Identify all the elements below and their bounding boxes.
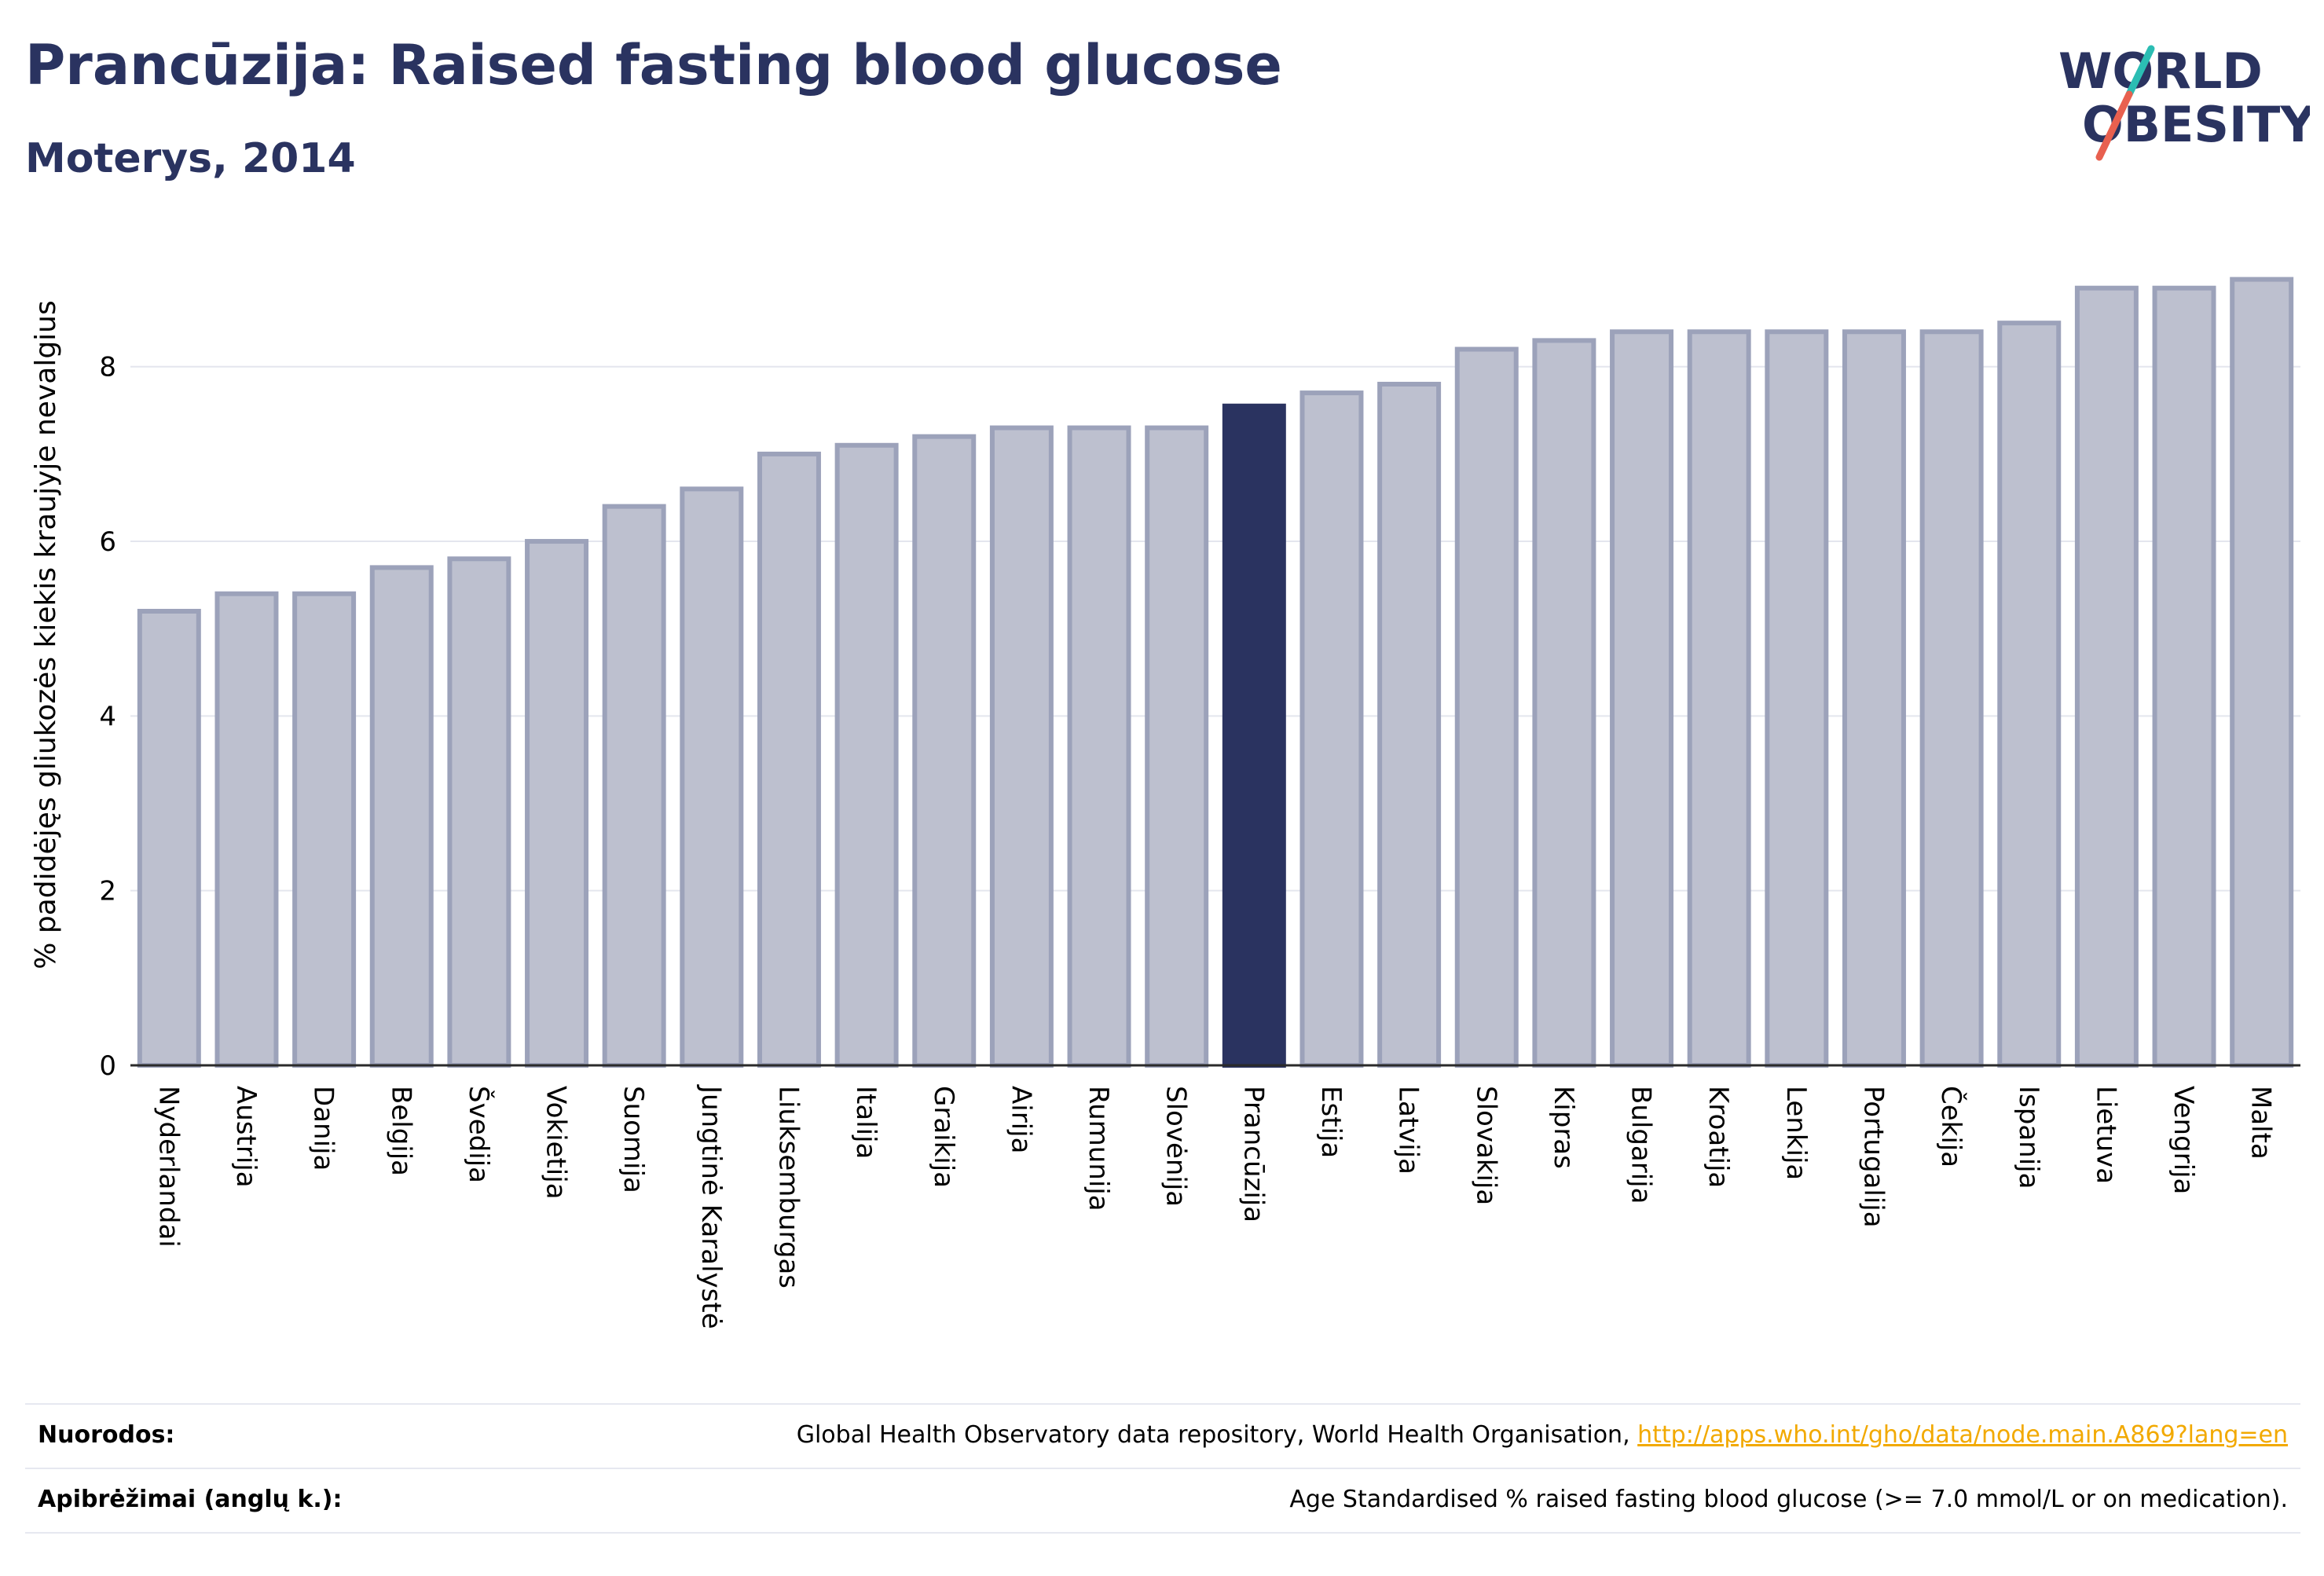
x-tick-label: Latvija	[1393, 1086, 1424, 1175]
x-tick-label: Jungtinė Karalystė	[695, 1084, 727, 1329]
logo-slash-bottom	[2095, 90, 2133, 161]
sources-text: Global Health Observatory data repositor…	[796, 1420, 1638, 1449]
x-tick-label: Estija	[1315, 1086, 1347, 1158]
x-tick-label: Rumunija	[1083, 1086, 1114, 1211]
bar-bulgarija	[1610, 329, 1674, 1068]
x-tick-label: Slovėnija	[1160, 1086, 1192, 1207]
bars	[137, 277, 2294, 1068]
logo-line-world: WORLD	[2058, 42, 2263, 100]
x-axis-ticks: Nyderlandai Austrija Danija Belgija Švedija V…	[152, 1084, 2276, 1329]
bar-vokietija	[525, 539, 589, 1068]
bar-čekija	[1919, 329, 1984, 1068]
definitions-label: Apibrėžimai (anglų k.):	[38, 1485, 343, 1513]
footer-rule-top	[25, 1403, 2300, 1405]
chart-subtitle: Moterys, 2014	[25, 135, 356, 182]
footer-rule-bottom	[25, 1532, 2300, 1534]
x-tick-label: Kroatija	[1703, 1086, 1734, 1188]
bar-portugalija	[1842, 329, 1906, 1068]
bar-kipras	[1532, 338, 1596, 1068]
bar-vengrija	[2152, 285, 2216, 1068]
y-axis-label: % padidėjęs gliukozės kiekis kraujyje ne…	[30, 300, 62, 969]
bar-jungtinė-karalystė	[680, 486, 744, 1068]
bar-danija	[292, 591, 357, 1068]
x-tick-label: Malta	[2245, 1086, 2277, 1160]
bar-slovakija	[1454, 346, 1519, 1068]
bar-lietuva	[2074, 285, 2139, 1068]
bar-švedija	[447, 556, 511, 1068]
y-tick-label: 6	[99, 526, 116, 558]
x-tick-label: Ispanija	[2013, 1086, 2044, 1189]
logo-slash-top	[2125, 45, 2155, 98]
bar-lenkija	[1765, 329, 1829, 1068]
y-tick-label: 4	[99, 701, 116, 732]
x-tick-label: Vokietija	[541, 1086, 572, 1200]
bar-graikija	[912, 434, 977, 1068]
world-obesity-logo: WORLD OBESITY	[2058, 42, 2310, 161]
footer-rule-middle	[25, 1468, 2300, 1469]
bar-chart: 0 2 4 6 8 Nyderlandai Austrija Danija Belgija Šv…	[30, 277, 2300, 1329]
x-tick-label: Italija	[850, 1086, 882, 1159]
definitions-text: Age Standardised % raised fasting blood …	[1289, 1485, 2288, 1513]
sources-value: Global Health Observatory data repositor…	[797, 1421, 2288, 1449]
x-tick-label: Švedija	[463, 1086, 495, 1183]
y-tick-label: 2	[99, 876, 116, 907]
bar-suomija	[602, 504, 666, 1068]
bar-belgija	[369, 565, 434, 1068]
bar-estija	[1299, 390, 1364, 1068]
footer: Nuorodos: Global Health Observatory data…	[25, 1403, 2300, 1534]
bar-malta	[2230, 277, 2294, 1068]
x-tick-label: Kipras	[1548, 1086, 1579, 1169]
footer-sources-row: Nuorodos: Global Health Observatory data…	[25, 1403, 2300, 1466]
bar-austrija	[214, 591, 279, 1068]
bar-rumunija	[1067, 425, 1131, 1068]
x-tick-label: Lenkija	[1780, 1086, 1812, 1180]
x-tick-label: Vengrija	[2168, 1086, 2199, 1194]
x-tick-label: Airija	[1005, 1086, 1036, 1153]
x-tick-label: Slovakija	[1470, 1086, 1501, 1205]
sources-label: Nuorodos:	[38, 1420, 175, 1449]
x-tick-label: Liuksemburgas	[772, 1086, 804, 1288]
bar-liuksemburgas	[757, 451, 821, 1068]
x-tick-label: Suomija	[618, 1086, 649, 1193]
bar-kroatija	[1687, 329, 1751, 1068]
bar-italija	[834, 442, 899, 1068]
bar-nyderlandai	[137, 608, 201, 1068]
x-tick-label: Danija	[308, 1086, 339, 1171]
x-tick-label: Belgija	[385, 1086, 416, 1176]
bar-slovėnija	[1145, 425, 1209, 1068]
chart-title: Prancūzija: Raised fasting blood glucose	[25, 33, 1282, 97]
bar-ispanija	[1997, 321, 2062, 1068]
x-tick-label: Portugalija	[1857, 1086, 1889, 1228]
bar-prancūzija	[1222, 403, 1286, 1068]
x-tick-label: Graikija	[928, 1086, 959, 1188]
x-tick-label: Nyderlandai	[152, 1086, 184, 1248]
x-tick-label: Austrija	[230, 1086, 262, 1188]
bar-airija	[989, 425, 1054, 1068]
y-tick-label: 0	[99, 1050, 116, 1082]
sources-link[interactable]: http://apps.who.int/gho/data/node.main.A…	[1637, 1420, 2288, 1449]
x-tick-label: Prancūzija	[1237, 1086, 1269, 1222]
y-axis-ticks: 0 2 4 6 8	[99, 352, 116, 1082]
bar-latvija	[1377, 381, 1442, 1068]
x-tick-label: Čekija	[1935, 1086, 1967, 1167]
y-tick-label: 8	[99, 352, 116, 383]
footer-definitions-row: Apibrėžimai (anglų k.): Age Standardised…	[25, 1468, 2300, 1530]
x-tick-label: Lietuva	[2090, 1086, 2121, 1184]
x-tick-label: Bulgarija	[1626, 1086, 1657, 1204]
